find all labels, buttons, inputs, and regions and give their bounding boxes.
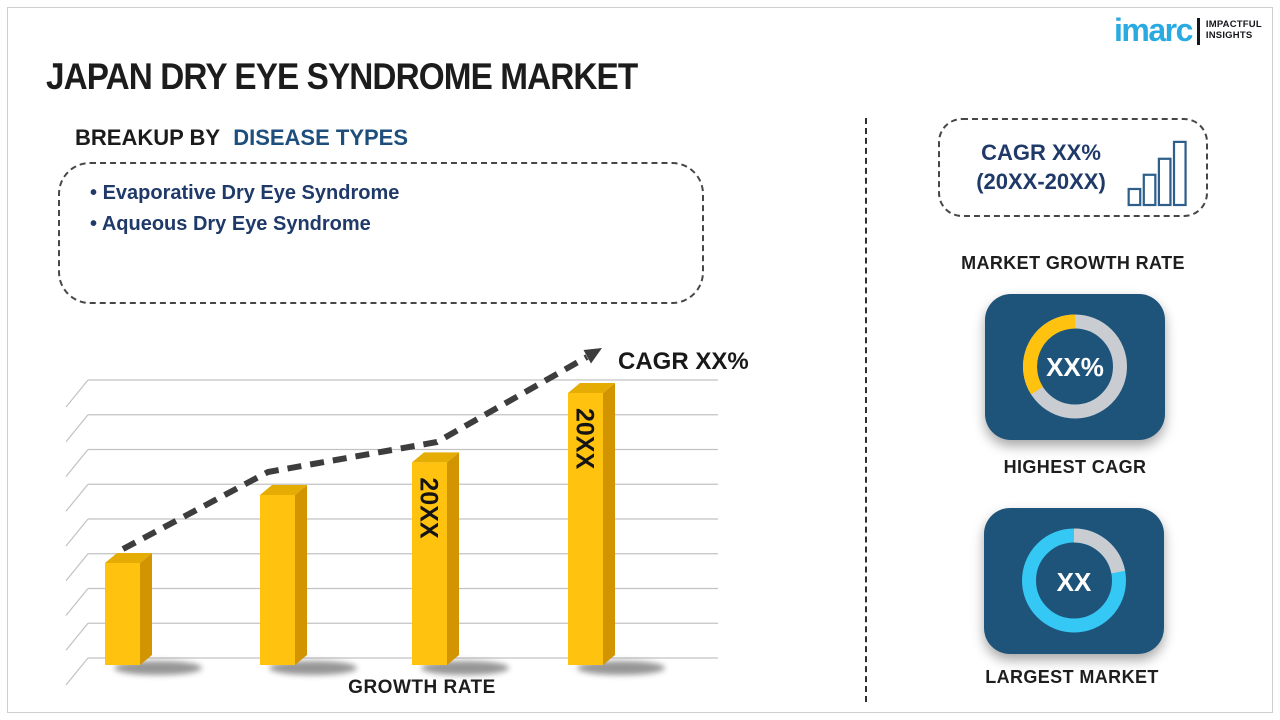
disease-type-item: Evaporative Dry Eye Syndrome <box>90 178 702 209</box>
svg-text:20XX: 20XX <box>571 408 599 469</box>
breakup-heading: BREAKUP BY DISEASE TYPES <box>75 125 408 151</box>
imarc-logo: imarc IMPACTFUL INSIGHTS <box>1114 14 1262 46</box>
svg-text:20XX: 20XX <box>415 477 443 538</box>
largest-market-card: XX <box>984 508 1164 654</box>
market-growth-box: CAGR XX% (20XX-20XX) <box>938 118 1208 217</box>
imarc-wordmark: imarc <box>1114 12 1193 48</box>
disease-type-item: Aqueous Dry Eye Syndrome <box>90 209 702 240</box>
breakup-heading-accent: DISEASE TYPES <box>233 125 409 150</box>
cagr-trend-label: CAGR XX% <box>618 348 749 375</box>
disease-types-box: Evaporative Dry Eye SyndromeAqueous Dry … <box>58 162 704 304</box>
bar-chart-icon <box>1127 140 1187 206</box>
logo-tagline-line2: INSIGHTS <box>1205 30 1253 41</box>
market-growth-caption: MARKET GROWTH RATE <box>961 253 1185 273</box>
logo-separator <box>1196 17 1200 45</box>
largest-market-value: XX <box>1057 567 1092 597</box>
growth-box-years: (20XX-20XX) <box>976 168 1106 194</box>
panel-divider <box>865 118 867 702</box>
logo-tagline-line1: IMPACTFUL <box>1205 19 1262 31</box>
highest-cagr-card: XX% <box>985 294 1165 440</box>
breakup-heading-prefix: BREAKUP BY <box>75 125 221 150</box>
growth-chart: 20XX 20XX CAGR XX% GROWTH RATE <box>65 348 749 698</box>
logo-tagline: IMPACTFUL INSIGHTS <box>1205 19 1262 42</box>
page-title: JAPAN DRY EYE SYNDROME MARKET <box>46 56 638 97</box>
growth-box-cagr: CAGR XX% <box>981 139 1101 165</box>
x-axis-label: GROWTH RATE <box>348 677 496 698</box>
highest-cagr-caption: HIGHEST CAGR <box>1003 457 1147 477</box>
largest-market-caption: LARGEST MARKET <box>985 667 1159 687</box>
growth-box-text: CAGR XX% (20XX-20XX) <box>956 139 1126 196</box>
disease-type-list: Evaporative Dry Eye SyndromeAqueous Dry … <box>90 178 702 239</box>
largest-market-donut: XX <box>1022 528 1126 633</box>
highest-cagr-value: XX% <box>1046 352 1104 382</box>
highest-cagr-donut: XX% <box>1023 314 1127 419</box>
